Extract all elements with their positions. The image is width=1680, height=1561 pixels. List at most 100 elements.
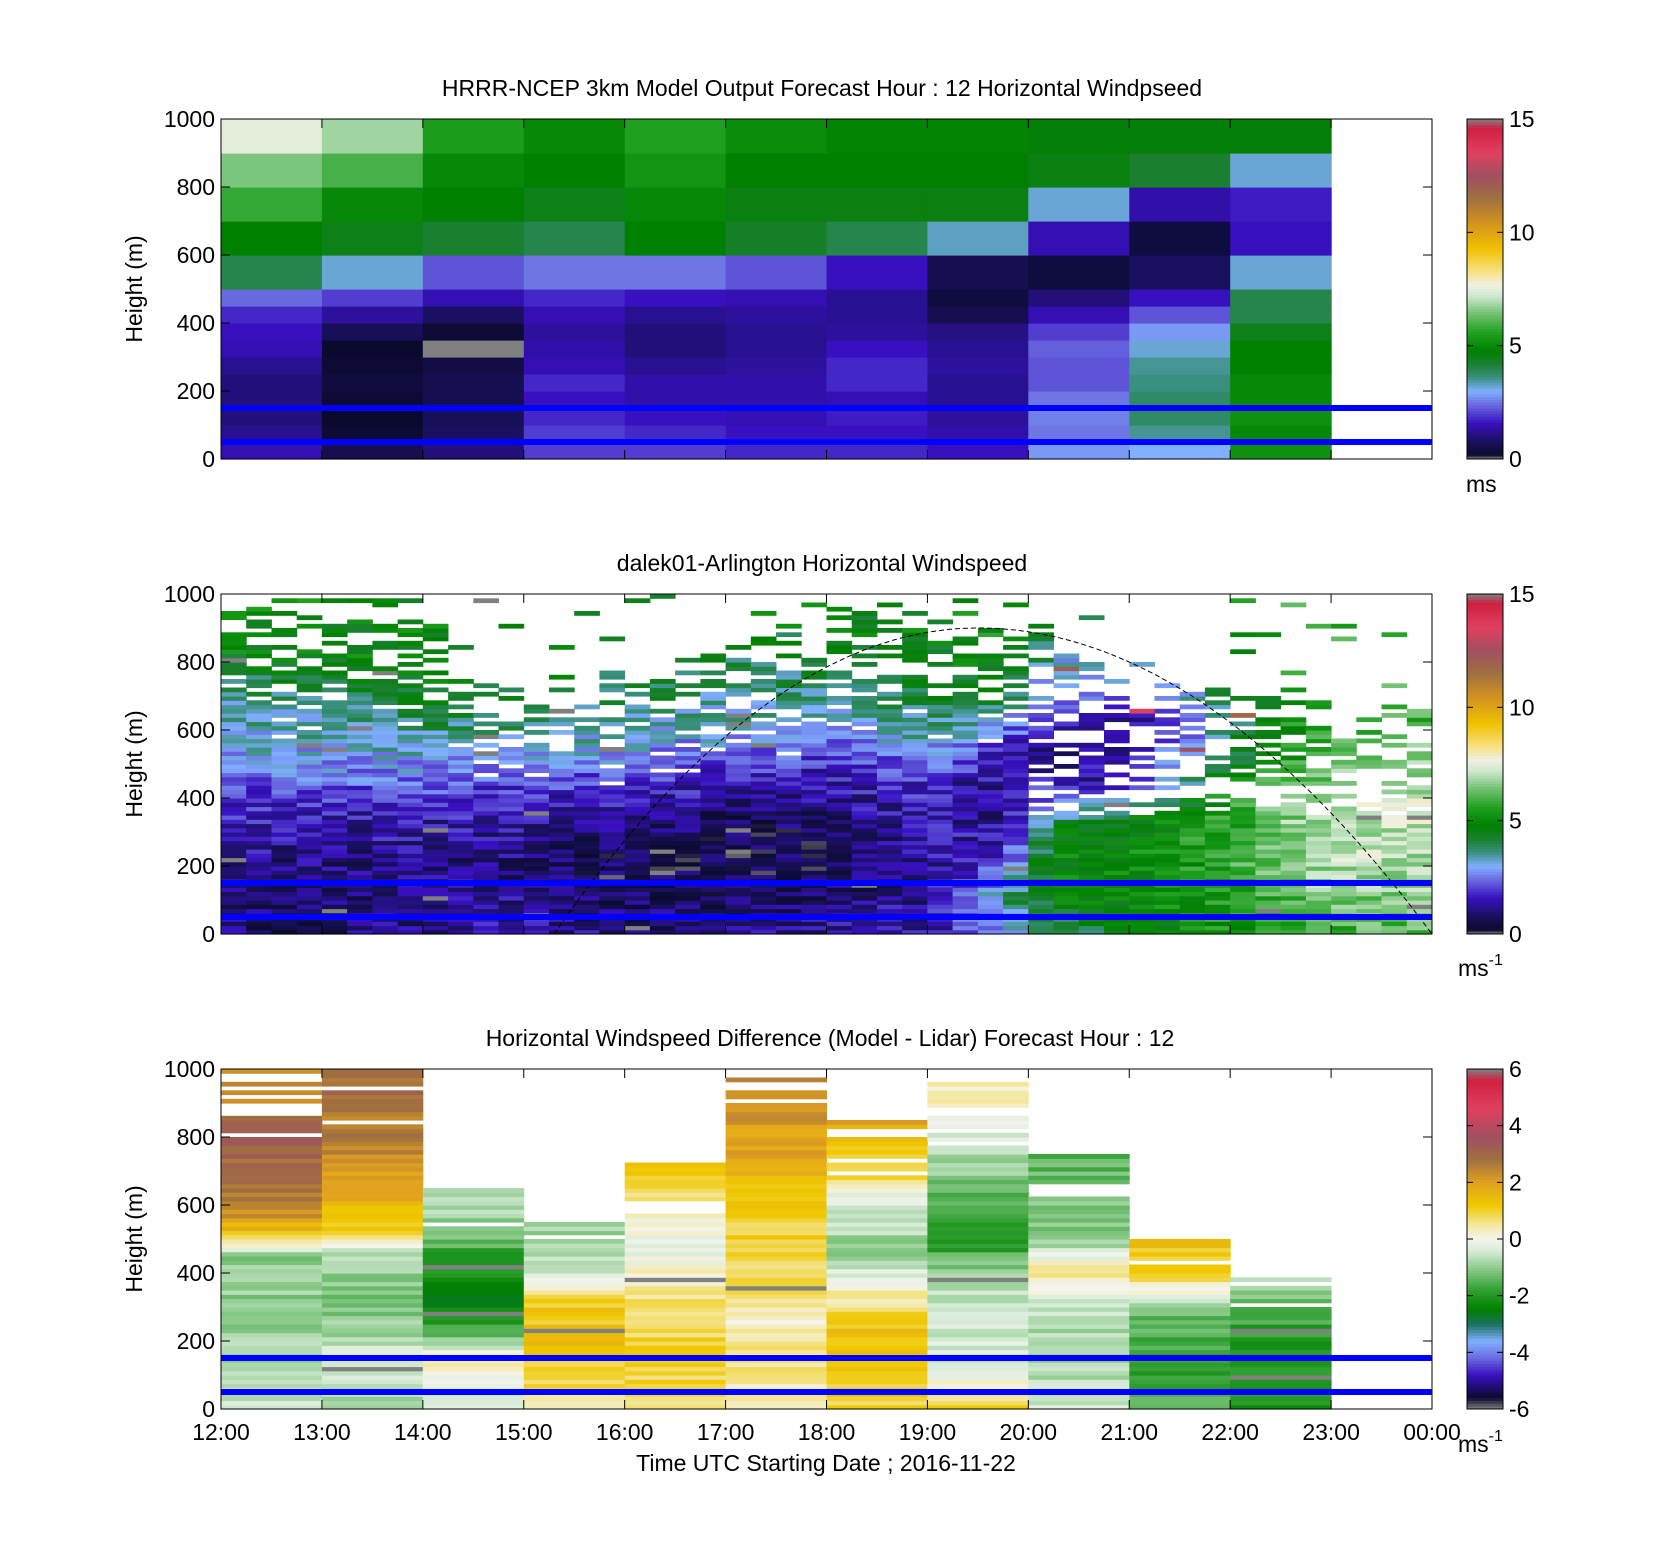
- heatmap-cell: [725, 1137, 827, 1142]
- heatmap-cell: [422, 925, 449, 931]
- heatmap-cell: [700, 670, 727, 676]
- heatmap-cell: [246, 611, 272, 616]
- heatmap-cell: [397, 844, 424, 850]
- heatmap-cell: [1104, 755, 1130, 761]
- heatmap-cell: [977, 904, 1004, 910]
- heatmap-cell: [776, 895, 802, 901]
- heatmap-cell: [851, 832, 878, 837]
- heatmap-cell: [574, 815, 600, 820]
- heatmap-cell: [1179, 929, 1206, 935]
- heatmap-cell: [1028, 929, 1054, 935]
- heatmap-cell: [221, 1311, 323, 1317]
- heatmap-cell: [952, 793, 979, 799]
- heatmap-cell: [296, 674, 323, 680]
- heatmap-cell: [422, 1341, 525, 1346]
- heatmap-cell: [1154, 832, 1181, 837]
- heatmap-cell: [1230, 776, 1256, 782]
- heatmap-cell: [927, 853, 954, 859]
- heatmap-cell: [397, 870, 424, 876]
- heatmap-cell: [1003, 674, 1029, 680]
- heatmap-cell: [1230, 802, 1256, 808]
- heatmap-cell: [271, 611, 298, 616]
- heatmap-cell: [776, 810, 802, 816]
- heatmap-cell: [1053, 666, 1080, 672]
- heatmap-cell: [549, 768, 575, 774]
- heatmap-cell: [725, 802, 752, 808]
- colorbar-tick-label: -2: [1509, 1283, 1529, 1309]
- colorbar-swatch: [1467, 1100, 1503, 1104]
- heatmap-cell: [877, 857, 903, 863]
- heatmap-cell: [877, 904, 903, 910]
- heatmap-cell: [1230, 870, 1256, 876]
- heatmap-cell: [1230, 815, 1256, 820]
- heatmap-cell: [523, 798, 550, 803]
- heatmap-cell: [221, 836, 247, 842]
- colorbar-swatch: [1467, 158, 1503, 162]
- heatmap-cell: [826, 929, 853, 935]
- heatmap-cell: [725, 683, 752, 689]
- heatmap-cell: [725, 1264, 827, 1270]
- heatmap-cell: [750, 929, 777, 935]
- heatmap-cell: [1129, 908, 1155, 914]
- heatmap-cell: [624, 1370, 727, 1376]
- heatmap-cell: [372, 670, 399, 676]
- heatmap-cell: [523, 908, 550, 914]
- heatmap-cell: [851, 628, 878, 633]
- heatmap-cell: [725, 713, 752, 718]
- heatmap-cell: [221, 793, 247, 799]
- heatmap-cell: [1204, 819, 1231, 825]
- heatmap-cell: [221, 1328, 323, 1334]
- heatmap-cell: [271, 802, 298, 808]
- heatmap-cell: [422, 670, 449, 676]
- heatmap-cell: [725, 751, 752, 757]
- heatmap-cell: [599, 793, 626, 799]
- heatmap-cell: [321, 1222, 424, 1227]
- heatmap-cell: [1053, 844, 1080, 850]
- heatmap-cell: [221, 670, 247, 676]
- colorbar-swatch: [1467, 749, 1503, 754]
- heatmap-cell: [422, 1264, 525, 1270]
- heatmap-cell: [574, 929, 600, 935]
- heatmap-cell: [574, 730, 600, 735]
- heatmap-cell: [624, 738, 651, 744]
- heatmap-cell: [1331, 827, 1357, 833]
- heatmap-cell: [1154, 815, 1181, 820]
- heatmap-cell: [675, 857, 701, 863]
- heatmap-cell: [927, 721, 954, 727]
- colorbar-frame: [1466, 593, 1504, 935]
- heatmap-cell: [221, 323, 323, 341]
- heatmap-cell: [296, 755, 323, 761]
- heatmap-cell: [1381, 887, 1408, 893]
- heatmap-cell: [221, 844, 247, 850]
- heatmap-cell: [1078, 776, 1105, 782]
- heatmap-cell: [952, 810, 979, 816]
- heatmap-cell: [1104, 840, 1130, 846]
- heatmap-cell: [599, 810, 626, 816]
- heatmap-cell: [1230, 391, 1332, 409]
- heatmap-cell: [1356, 925, 1382, 931]
- heatmap-cell: [321, 623, 348, 629]
- heatmap-cell: [271, 870, 298, 876]
- heatmap-cell: [422, 844, 449, 850]
- heatmap-cell: [624, 221, 727, 256]
- heatmap-cell: [296, 670, 323, 676]
- heatmap-cell: [826, 908, 853, 914]
- heatmap-cell: [725, 340, 828, 358]
- heatmap-cell: [321, 1290, 424, 1295]
- heatmap-cell: [372, 849, 399, 854]
- heatmap-cell: [1230, 840, 1256, 846]
- time-axis-tick-labels: 12:00 13:00 14:00 15:00 16:00 17:00 18:00 19:00…: [192, 1419, 1461, 1445]
- heatmap-cell: [1028, 1315, 1130, 1321]
- heatmap-cell: [1230, 1319, 1332, 1325]
- colorbar-swatch: [1467, 662, 1503, 666]
- heatmap-cell: [624, 717, 651, 723]
- heatmap-cell: [1255, 853, 1282, 859]
- heatmap-cell: [422, 1400, 525, 1406]
- heatmap-cell: [372, 725, 399, 731]
- heatmap-cell: [649, 861, 676, 867]
- colorbar-swatch: [1467, 817, 1503, 822]
- heatmap-cell: [776, 683, 802, 689]
- heatmap-cell: [372, 891, 399, 897]
- heatmap-cell: [1331, 793, 1357, 799]
- colorbar-swatch: [1467, 1199, 1503, 1203]
